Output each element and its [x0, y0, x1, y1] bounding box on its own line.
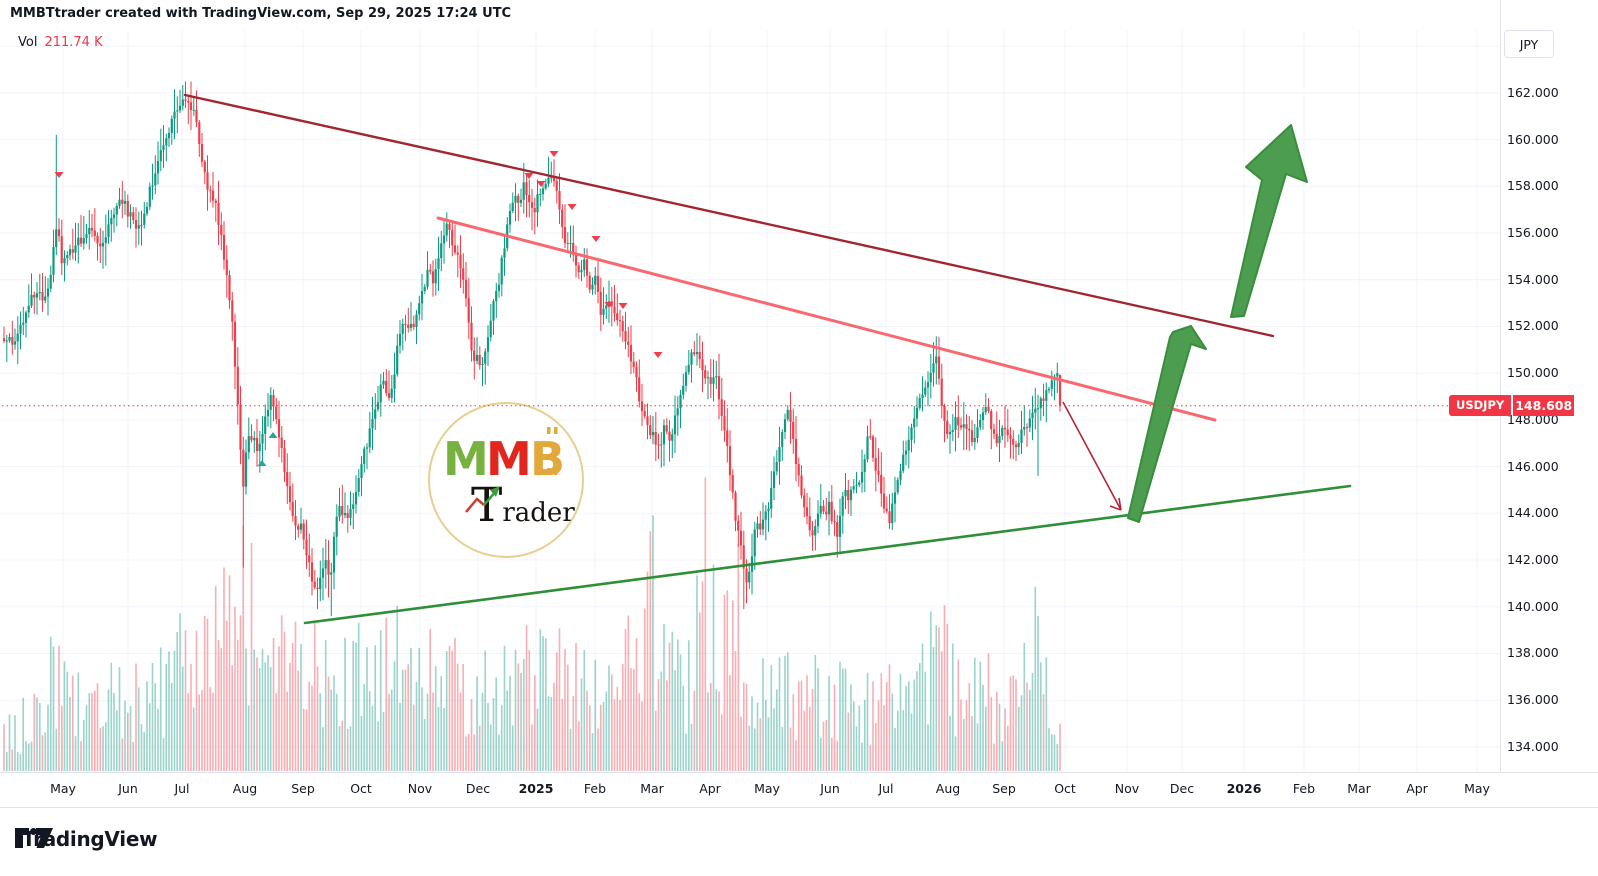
- sell-marker-icon: [618, 303, 628, 309]
- sell-marker-icon: [549, 151, 559, 157]
- time-tick-label: 2026: [1226, 781, 1262, 796]
- time-tick-label: Dec: [1169, 781, 1195, 796]
- time-tick-label: Jul: [878, 781, 894, 796]
- time-tick-label: Apr: [699, 781, 721, 796]
- time-tick-label: May: [754, 781, 780, 796]
- time-tick-label: Apr: [1406, 781, 1428, 796]
- price-tick-label: 162.000: [1507, 85, 1559, 100]
- buy-marker-icon: [257, 460, 267, 466]
- time-tick-label: Mar: [640, 781, 664, 796]
- time-tick-label: Jul: [174, 781, 190, 796]
- bullish-projection-arrow: [1230, 124, 1308, 318]
- time-tick-label: May: [50, 781, 76, 796]
- price-tick-label: 138.000: [1507, 645, 1559, 660]
- time-tick-label: Mar: [1347, 781, 1371, 796]
- time-tick-label: May: [1464, 781, 1490, 796]
- time-tick-label: Jun: [820, 781, 840, 796]
- time-tick-label: Sep: [992, 781, 1016, 796]
- price-tick-label: 146.000: [1507, 459, 1559, 474]
- pullback-arrow: [1062, 401, 1122, 511]
- support-trendline: [303, 484, 1352, 625]
- price-tick-label: 144.000: [1507, 505, 1559, 520]
- time-tick-label: Aug: [935, 781, 961, 796]
- time-tick-label: Oct: [1054, 781, 1076, 796]
- time-axis[interactable]: May Jun Jul Aug Sep Oct Nov Dec 2025 Feb Mar Apr May…: [0, 772, 1598, 808]
- sell-marker-icon: [591, 236, 601, 242]
- svg-text:M: M: [443, 432, 489, 486]
- buy-marker-icon: [268, 432, 278, 438]
- price-tick-label: 134.000: [1507, 739, 1559, 754]
- volume-bars-layer: [3, 477, 1061, 771]
- bullish-projection-arrow: [1127, 325, 1207, 523]
- time-tick-label: Feb: [1292, 781, 1316, 796]
- last-price-tag-row: USDJPY 148.608: [1449, 395, 1575, 416]
- price-tick-label: 140.000: [1507, 599, 1559, 614]
- tradingview-logo-icon: [15, 828, 53, 848]
- volume-indicator-label: Vol: [18, 35, 38, 50]
- price-tick-label: 158.000: [1507, 178, 1559, 193]
- time-tick-label: Nov: [1114, 781, 1140, 796]
- price-tick-label: 142.000: [1507, 552, 1559, 567]
- sell-marker-icon: [604, 302, 614, 308]
- time-tick-label: 2025: [518, 781, 554, 796]
- price-tick-label: 150.000: [1507, 365, 1559, 380]
- price-tick-label: 152.000: [1507, 318, 1559, 333]
- sell-marker-icon: [536, 181, 546, 187]
- grid-layer: [0, 30, 1500, 771]
- time-tick-label: Nov: [407, 781, 433, 796]
- svg-text:M: M: [486, 432, 532, 486]
- price-tick-label: 154.000: [1507, 272, 1559, 287]
- resistance-trendline-minor: [436, 216, 1217, 422]
- volume-legend: Vol 211.74 K: [18, 35, 103, 50]
- candles-layer: [2, 81, 1062, 617]
- svg-text:B: B: [530, 432, 565, 486]
- attribution-text: MMBTtrader created with TradingView.com,…: [10, 6, 512, 21]
- sell-marker-icon: [653, 352, 663, 358]
- time-tick-label: Sep: [291, 781, 315, 796]
- volume-value: 211.74 K: [44, 35, 103, 50]
- price-tick-label: 160.000: [1507, 132, 1559, 147]
- time-tick-label: Oct: [350, 781, 372, 796]
- currency-toggle-button[interactable]: JPY: [1504, 30, 1554, 58]
- symbol-tag[interactable]: USDJPY: [1449, 395, 1512, 416]
- time-tick-label: Feb: [583, 781, 607, 796]
- time-tick-label: Aug: [232, 781, 258, 796]
- sell-marker-icon: [54, 172, 64, 178]
- resistance-trendline-major: [183, 93, 1275, 338]
- time-tick-label: Jun: [118, 781, 138, 796]
- sell-marker-icon: [567, 204, 577, 210]
- sell-marker-icon: [524, 173, 534, 179]
- price-tick-label: 156.000: [1507, 225, 1559, 240]
- last-price-tag[interactable]: 148.608: [1513, 395, 1575, 416]
- annotations-layer: [2, 93, 1449, 625]
- price-tick-label: 136.000: [1507, 692, 1559, 707]
- tradingview-attribution[interactable]: TradingView: [14, 827, 158, 851]
- time-tick-label: Dec: [465, 781, 491, 796]
